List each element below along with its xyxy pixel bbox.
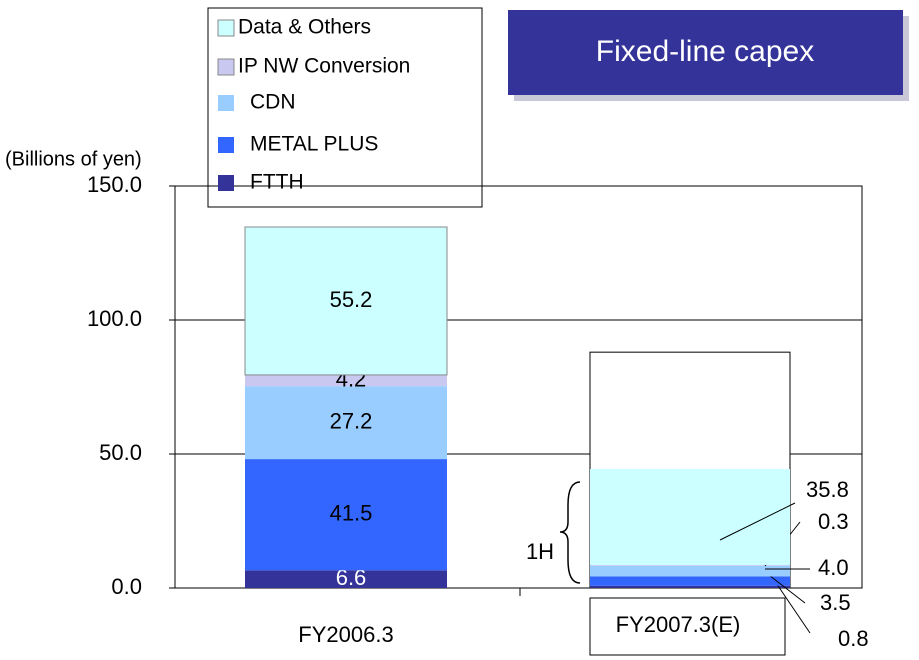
y-tick-label: 100.0 [87, 306, 142, 331]
legend-label: CDN [250, 91, 296, 114]
title-box [508, 10, 903, 95]
legend-swatch [218, 95, 234, 111]
category-box [589, 597, 786, 656]
bar-segment [245, 386, 447, 460]
bar-segment [245, 570, 447, 588]
legend-swatch [218, 137, 234, 153]
legend [207, 7, 483, 208]
y-axis-label: (Billions of yen) [5, 148, 142, 170]
bar-segment [590, 565, 790, 577]
bar-segment [590, 585, 790, 588]
bar-segment [245, 459, 447, 571]
value-label: 41.5 [330, 501, 373, 526]
bar-segment [590, 576, 790, 586]
value-label: 0.3 [818, 509, 849, 534]
legend-box [207, 7, 483, 208]
bar-segment [590, 469, 790, 565]
y-tick-label: 150.0 [87, 172, 142, 197]
legend-label: FTTH [250, 171, 304, 194]
legend-label: IP NW Conversion [238, 55, 410, 78]
y-tick-label: 0.0 [111, 574, 142, 599]
value-label: 55.2 [330, 287, 373, 312]
chart-title: Fixed-line capex [596, 35, 814, 68]
bar-segment [245, 374, 447, 387]
value-label: 4.0 [818, 555, 849, 580]
value-label: 27.2 [330, 408, 373, 433]
annotation: 1H [526, 539, 554, 564]
value-label: 3.5 [820, 590, 851, 615]
value-label: 35.8 [806, 477, 849, 502]
value-label: 0.8 [838, 626, 869, 651]
leader-line [719, 502, 796, 541]
legend-label: METAL PLUS [250, 133, 378, 156]
x-tick-label: FY2007.3(E) [616, 612, 741, 637]
legend-swatch [218, 175, 234, 191]
legend-swatch [217, 19, 235, 37]
x-tick-label: FY2006.3 [298, 622, 393, 647]
bar-segment [590, 564, 790, 566]
y-tick-label: 50.0 [99, 440, 142, 465]
legend-label: Data & Others [238, 16, 371, 39]
bar-segment [244, 226, 448, 376]
brace [559, 481, 581, 584]
legend-swatch [217, 58, 235, 76]
leader-line [764, 571, 806, 604]
